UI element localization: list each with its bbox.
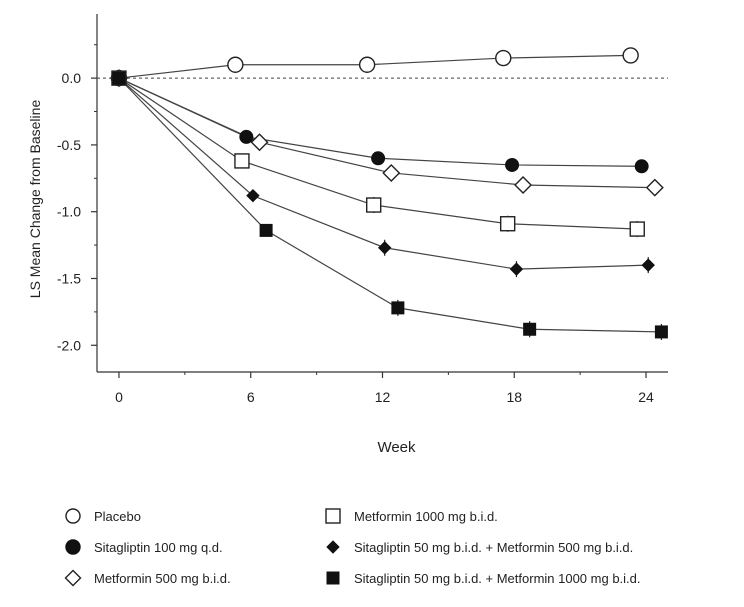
axes: 0.0 -0.5 -1.0 -1.5 -2.0 0 6 12 18 24 Week LS Mean C… [27, 14, 668, 456]
x-tick-label: 0 [115, 389, 123, 405]
data-point [358, 56, 376, 73]
data-point [259, 223, 273, 237]
data-point [629, 221, 645, 237]
data-point [250, 133, 269, 152]
y-axis-label: LS Mean Change from Baseline [27, 100, 43, 299]
data-point [622, 47, 639, 64]
data-point [377, 241, 392, 255]
data-point [641, 258, 655, 272]
data-point [634, 159, 649, 174]
data-point [366, 197, 382, 213]
y-tick-label: -0.5 [57, 137, 81, 153]
x-tick-label: 12 [375, 389, 391, 405]
data-point [382, 163, 401, 182]
y-tick-label: -2.0 [57, 337, 81, 353]
data-point [371, 151, 386, 166]
data-point [234, 153, 250, 169]
data-point [505, 157, 520, 172]
data-point [514, 175, 533, 194]
data-point [246, 188, 260, 203]
data-point [112, 71, 126, 85]
data-point [239, 129, 254, 144]
y-tick-label: -1.0 [57, 204, 81, 220]
data-point [654, 325, 668, 339]
x-tick-label: 6 [247, 389, 255, 405]
data-point [523, 322, 537, 336]
data-point [495, 49, 512, 67]
data-point [645, 178, 664, 197]
data-point [499, 216, 516, 232]
y-tick-label: 0.0 [62, 70, 82, 86]
x-tick-label: 24 [638, 389, 654, 405]
data-point [509, 262, 524, 276]
plot-area [97, 47, 668, 340]
y-tick-label: -1.5 [57, 270, 81, 286]
data-point [391, 301, 405, 315]
data-point [227, 56, 244, 73]
x-axis-label: Week [377, 439, 416, 456]
x-tick-label: 18 [506, 389, 522, 405]
